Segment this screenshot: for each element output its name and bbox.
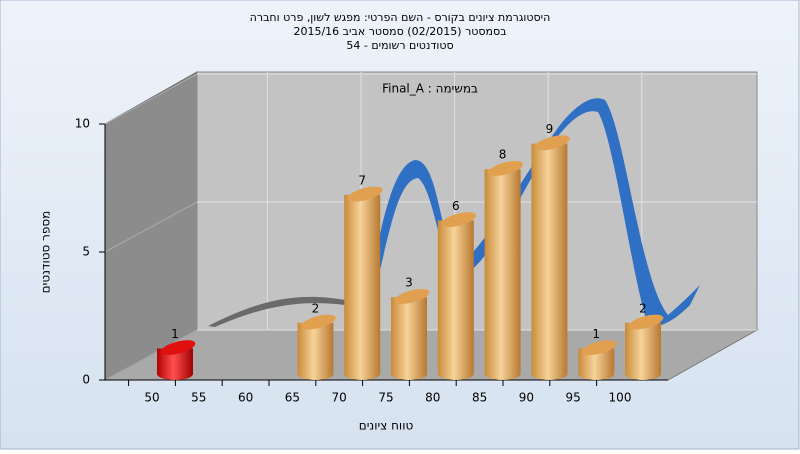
chart-subtitle: בסמסטר (02/2015) סמסטר אביב 2015/16 <box>293 25 506 38</box>
x-tick-label: 65 <box>285 391 300 405</box>
x-tick-label: 70 <box>332 391 347 405</box>
value-label: 6 <box>452 199 460 213</box>
bar <box>157 340 196 380</box>
bar-body <box>391 297 427 374</box>
bar <box>391 288 430 380</box>
value-label: 1 <box>592 327 600 341</box>
bar <box>344 186 383 380</box>
bar <box>531 135 570 380</box>
grid-line <box>104 201 198 253</box>
value-label: 9 <box>546 122 554 136</box>
bar-top <box>441 212 477 228</box>
annotation: במשימה : Final_A <box>382 82 478 96</box>
x-tick-label: 95 <box>566 391 581 405</box>
bar-body <box>484 169 521 374</box>
bar-top <box>628 314 664 330</box>
x-axis-title: טווח ציונים <box>359 419 414 433</box>
bar <box>625 314 664 380</box>
y-tick-label: 10 <box>75 117 90 131</box>
bar-top <box>581 340 617 356</box>
value-label: 2 <box>639 301 647 315</box>
bar-body <box>297 322 334 374</box>
left-wall <box>104 71 198 381</box>
x-tick-label: 50 <box>144 391 159 405</box>
bar-top <box>347 186 383 202</box>
bar-body <box>531 143 568 374</box>
x-tick-label: 60 <box>238 391 253 405</box>
bar-top <box>488 160 523 176</box>
value-label: 8 <box>499 148 507 162</box>
bar-body <box>437 220 474 374</box>
bar-top <box>534 135 570 151</box>
bar <box>437 212 477 380</box>
value-label: 7 <box>358 173 366 187</box>
x-tick-label: 100 <box>609 391 632 405</box>
bar-body <box>625 322 661 374</box>
back-wall <box>196 71 758 331</box>
bar <box>484 160 523 380</box>
bar-top <box>300 314 336 330</box>
value-label: 3 <box>405 276 413 290</box>
x-tick-label: 80 <box>425 391 440 405</box>
x-tick-label: 90 <box>519 391 534 405</box>
bar <box>578 340 617 380</box>
chart-title: היסטוגרמת ציונים בקורס - השם הפרטי: מפגש… <box>250 11 551 24</box>
x-tick-label: 75 <box>378 391 393 405</box>
value-label: 1 <box>171 327 179 341</box>
x-tick-label: 85 <box>472 391 487 405</box>
bar-top <box>160 340 196 356</box>
curve-shadow <box>208 296 345 327</box>
value-label: 2 <box>312 301 320 315</box>
bar-top <box>394 288 430 304</box>
grid-line <box>104 329 198 381</box>
chart-subtitle: סטודנטים רשומים - 54 <box>346 39 453 52</box>
grid-line <box>104 73 198 125</box>
bar-body <box>344 194 381 374</box>
y-tick-label: 0 <box>82 373 90 387</box>
y-axis-title: מספר סטודנטים <box>39 211 53 294</box>
x-tick-label: 55 <box>191 391 206 405</box>
y-tick-label: 5 <box>82 245 90 259</box>
bar <box>297 314 336 380</box>
